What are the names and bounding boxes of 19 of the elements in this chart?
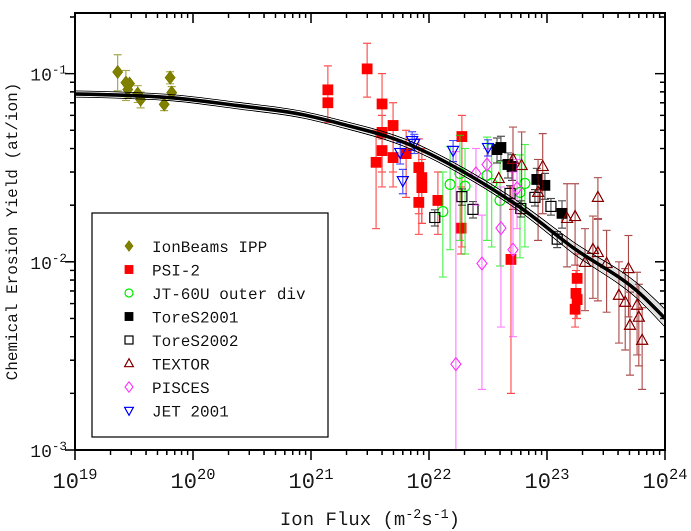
y-tick-label: 10$^{-1}$ bbox=[30, 64, 67, 87]
y-tick-label: 10$^{-2}$ bbox=[30, 252, 67, 275]
y-axis-title: Chemical Erosion Yield (at/ion) bbox=[4, 82, 22, 380]
x-tick-label: 10$^{20}$ bbox=[170, 466, 216, 495]
legend-label: ToreS2001 bbox=[152, 310, 238, 328]
legend-label: ToreS2002 bbox=[152, 333, 238, 351]
legend-label: TEXTOR bbox=[152, 356, 210, 374]
x-tick-label: 10$^{23}$ bbox=[524, 466, 570, 495]
x-axis-title: Ion Flux (m$^{-2}$s$^{-1}$) bbox=[280, 506, 460, 531]
x-tick-label: 10$^{21}$ bbox=[288, 466, 334, 495]
legend-label: IonBeams IPP bbox=[152, 239, 268, 257]
x-tick-label: 10$^{24}$ bbox=[642, 466, 688, 495]
x-tick-label: 10$^{22}$ bbox=[406, 466, 452, 495]
legend-label: PISCES bbox=[152, 380, 210, 398]
x-tick-label: 10$^{19}$ bbox=[52, 466, 98, 495]
y-tick-label: 10$^{-3}$ bbox=[30, 440, 67, 463]
legend-label: JET 2001 bbox=[152, 404, 229, 422]
legend-label: PSI-2 bbox=[152, 262, 200, 280]
legend-label: JT-60U outer div bbox=[152, 286, 306, 304]
